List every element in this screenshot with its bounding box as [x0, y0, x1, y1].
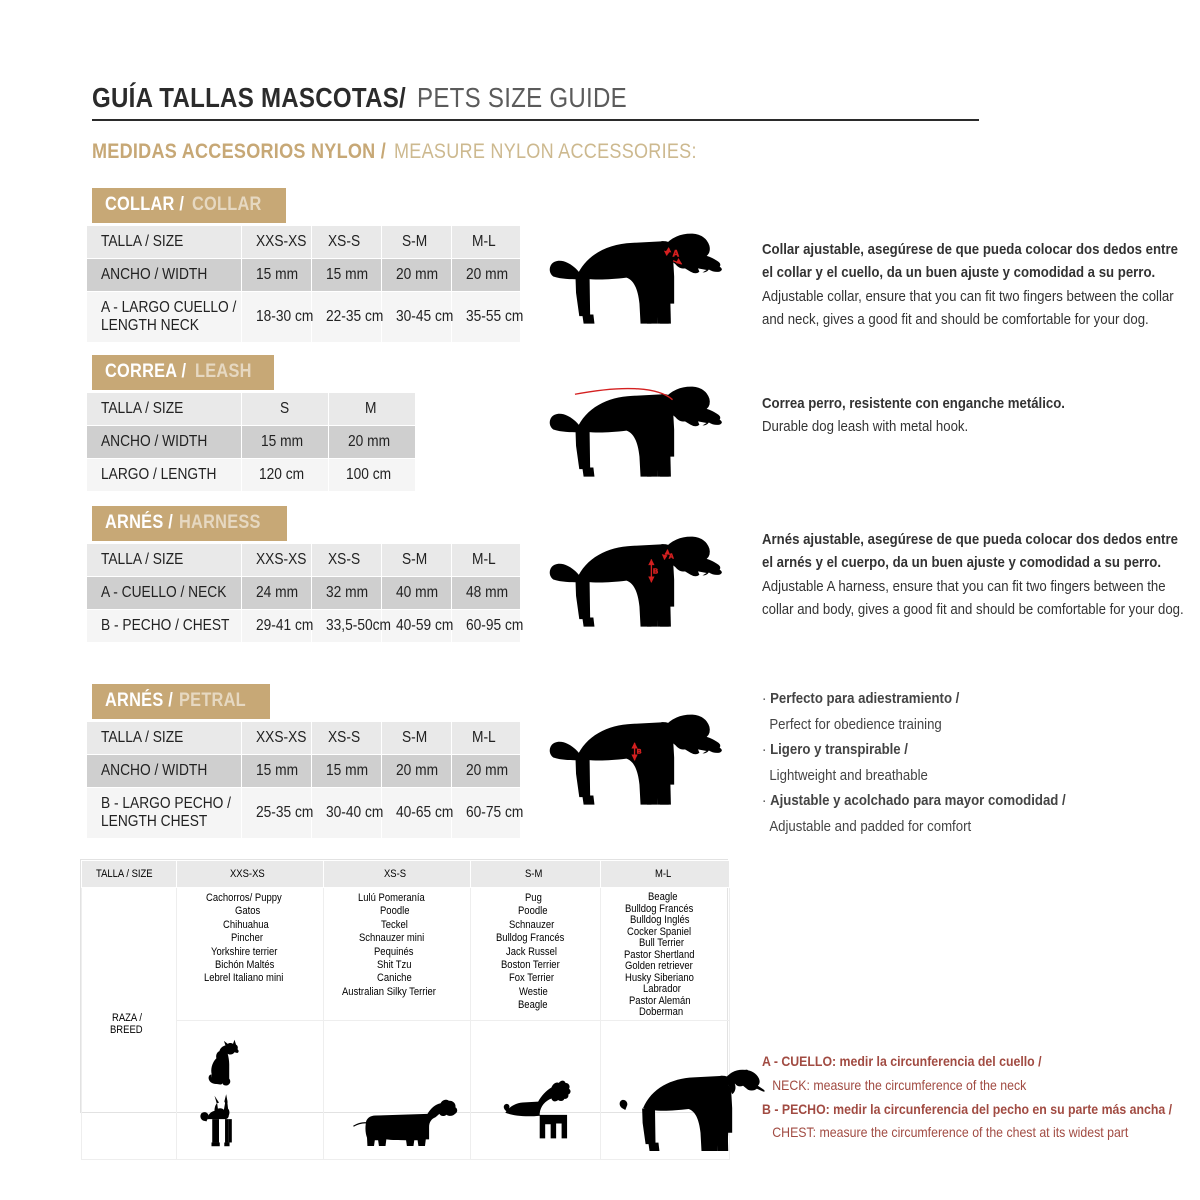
svg-text:A: A	[673, 248, 680, 258]
svg-text:B: B	[653, 569, 658, 576]
svg-text:B: B	[637, 749, 642, 756]
svg-text:A: A	[669, 553, 674, 560]
